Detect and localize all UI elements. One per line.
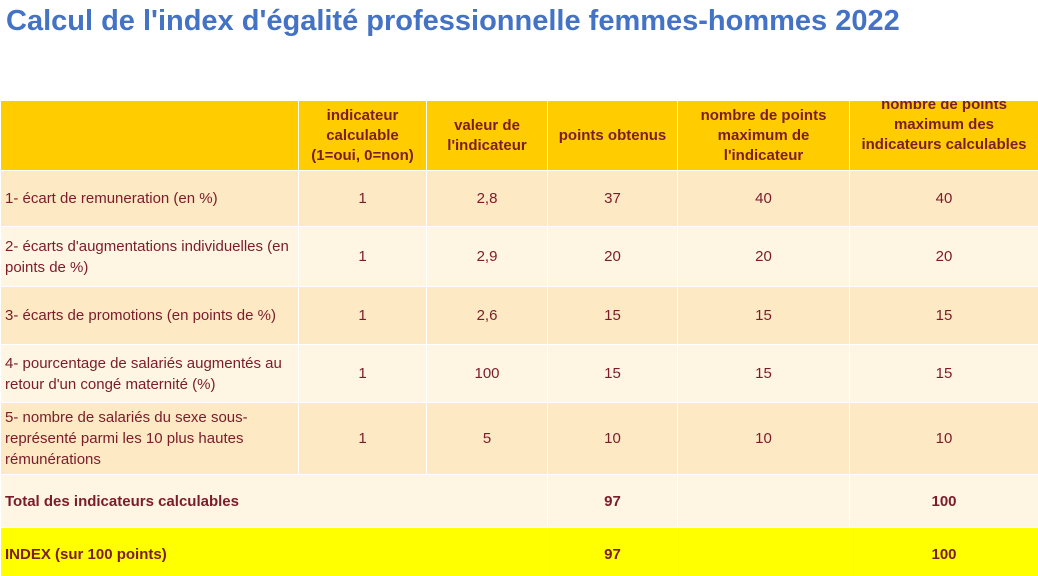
row-label: 2- écarts d'augmentations individuelles … <box>0 226 299 287</box>
table-row: 2- écarts d'augmentations individuelles … <box>0 226 1038 287</box>
page-title: Calcul de l'index d'égalité professionne… <box>6 5 900 37</box>
row-label: 4- pourcentage de salariés augmentés au … <box>0 344 299 403</box>
table-row: 4- pourcentage de salariés augmentés au … <box>0 344 1038 403</box>
header-cell-max-calculables-text: nombre de points maximum des indicateurs… <box>861 100 1027 154</box>
cell-points: 15 <box>547 286 678 345</box>
header-row: indicateur calculable (1=oui, 0=non) val… <box>0 100 1038 171</box>
cell-points: 15 <box>547 344 678 403</box>
header-cell-valeur: valeur de l'indicateur <box>426 100 548 171</box>
total-empty-cell <box>677 474 850 528</box>
row-label: 1- écart de remuneration (en %) <box>0 170 299 227</box>
cell-points: 10 <box>547 402 678 475</box>
cell-max-calculables: 15 <box>849 344 1038 403</box>
index-max-calculables: 100 <box>849 527 1038 576</box>
cell-valeur: 2,6 <box>426 286 548 345</box>
index-empty-cell <box>677 527 850 576</box>
cell-calculable: 1 <box>298 170 427 227</box>
cell-calculable: 1 <box>298 344 427 403</box>
header-cell-calculable: indicateur calculable (1=oui, 0=non) <box>298 100 427 171</box>
header-cell-label <box>0 100 299 171</box>
total-row: Total des indicateurs calculables 97 100 <box>0 474 1038 528</box>
table-row: 1- écart de remuneration (en %) 1 2,8 37… <box>0 170 1038 227</box>
cell-valeur: 2,8 <box>426 170 548 227</box>
total-points: 97 <box>547 474 678 528</box>
header-cell-points: points obtenus <box>547 100 678 171</box>
cell-valeur: 5 <box>426 402 548 475</box>
index-row: INDEX (sur 100 points) 97 100 <box>0 527 1038 576</box>
index-label: INDEX (sur 100 points) <box>0 527 548 576</box>
cell-max-calculables: 20 <box>849 226 1038 287</box>
cell-max-indicateur: 15 <box>677 344 850 403</box>
cell-max-indicateur: 20 <box>677 226 850 287</box>
index-points: 97 <box>547 527 678 576</box>
header-cell-max-indicateur: nombre de points maximum de l'indicateur <box>677 100 850 171</box>
cell-calculable: 1 <box>298 402 427 475</box>
header-cell-max-calculables: nombre de points maximum des indicateurs… <box>849 100 1038 171</box>
table-row: 3- écarts de promotions (en points de %)… <box>0 286 1038 345</box>
table-row: 5- nombre de salariés du sexe sous-repré… <box>0 402 1038 475</box>
cell-max-calculables: 15 <box>849 286 1038 345</box>
cell-points: 20 <box>547 226 678 287</box>
cell-max-indicateur: 10 <box>677 402 850 475</box>
row-label: 3- écarts de promotions (en points de %) <box>0 286 299 345</box>
cell-valeur: 2,9 <box>426 226 548 287</box>
cell-max-calculables: 10 <box>849 402 1038 475</box>
cell-valeur: 100 <box>426 344 548 403</box>
cell-calculable: 1 <box>298 286 427 345</box>
cell-calculable: 1 <box>298 226 427 287</box>
row-label: 5- nombre de salariés du sexe sous-repré… <box>0 402 299 475</box>
total-label: Total des indicateurs calculables <box>0 474 548 528</box>
cell-points: 37 <box>547 170 678 227</box>
cell-max-calculables: 40 <box>849 170 1038 227</box>
index-table: indicateur calculable (1=oui, 0=non) val… <box>0 100 1038 576</box>
cell-max-indicateur: 40 <box>677 170 850 227</box>
total-max-calculables: 100 <box>849 474 1038 528</box>
cell-max-indicateur: 15 <box>677 286 850 345</box>
